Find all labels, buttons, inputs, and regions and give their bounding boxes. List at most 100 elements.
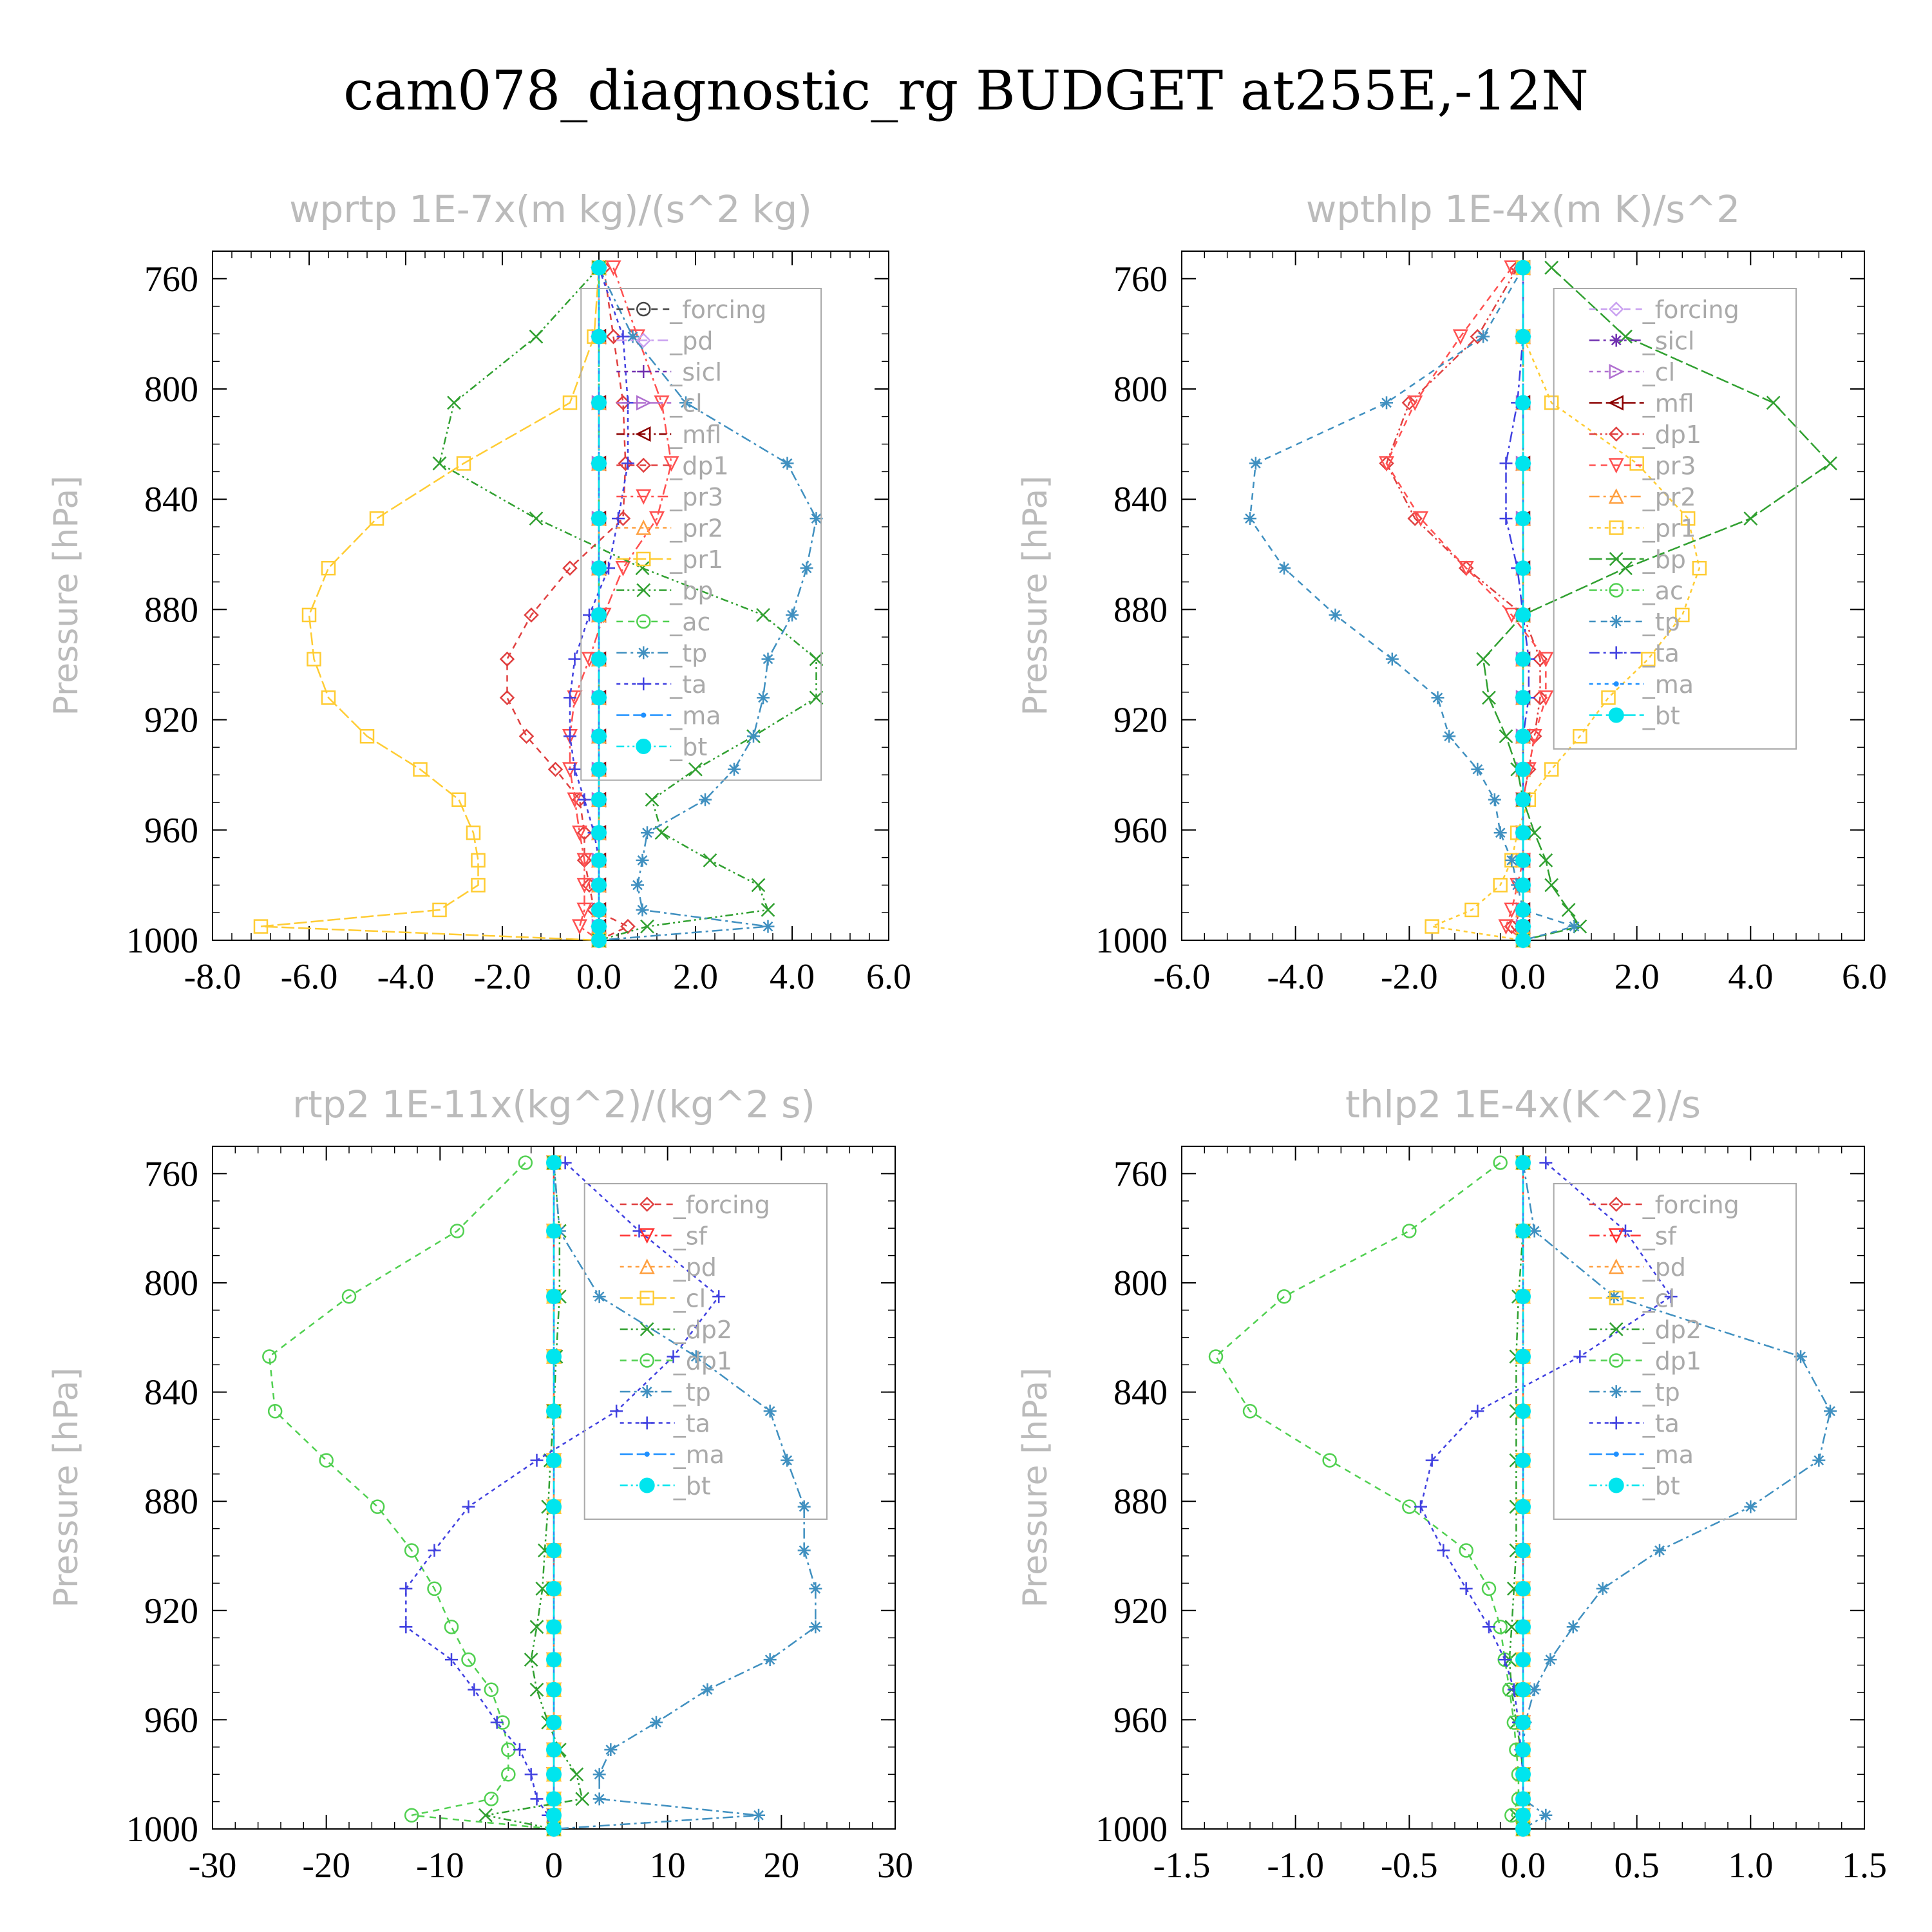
legend-label: _ma (673, 1441, 724, 1469)
legend-marker (1608, 426, 1624, 442)
legend-entry: _cl (616, 390, 703, 418)
legend-label: _bp (1642, 545, 1686, 574)
legend-label: _ta (669, 670, 706, 699)
data-point (591, 918, 607, 934)
data-point (761, 903, 775, 917)
legend-box (1553, 288, 1797, 750)
data-point (615, 560, 631, 576)
x-tick-label: -6.0 (281, 957, 338, 997)
data-point (1532, 651, 1548, 667)
series-line (506, 267, 630, 942)
legend-entry: _ma (1589, 670, 1694, 699)
data-point (1515, 791, 1531, 808)
y-tick-label: 760 (1113, 1154, 1168, 1194)
series-line (269, 1162, 554, 1830)
series-bt (1515, 260, 1531, 948)
y-tick-label: 800 (144, 370, 198, 410)
x-tick-label: 6.0 (1842, 957, 1887, 997)
data-point (1481, 1581, 1497, 1596)
data-point (1515, 690, 1531, 706)
legend-marker (639, 1258, 655, 1274)
data-point (1515, 1349, 1531, 1365)
legend-entry: _tp (1589, 608, 1680, 636)
data-point (1402, 1224, 1417, 1238)
data-point (1566, 1620, 1580, 1634)
data-point (1515, 560, 1531, 576)
legend-label: _sf (1642, 1222, 1678, 1251)
y-tick-label: 880 (144, 1482, 198, 1522)
data-point (635, 561, 650, 576)
data-point (679, 396, 692, 410)
data-point (576, 853, 592, 869)
data-point (1766, 395, 1781, 410)
data-point (1499, 512, 1513, 526)
data-point (571, 825, 588, 841)
data-point (1505, 853, 1519, 867)
legend-label: _pr1 (1642, 515, 1696, 543)
data-point (568, 652, 582, 666)
data-point (1515, 1155, 1531, 1171)
subplot-title: thlp2 1E-4x(K^2)/s (1345, 1083, 1701, 1126)
data-point (1515, 455, 1531, 471)
data-point (712, 1290, 726, 1303)
y-tick-label: 880 (1113, 1482, 1168, 1522)
subplot-title: wpthlp 1E-4x(m K)/s^2 (1306, 187, 1740, 231)
data-point (1499, 729, 1513, 744)
legend-marker (1609, 1291, 1624, 1305)
data-point (797, 1500, 811, 1513)
data-point (763, 1653, 777, 1667)
data-point (591, 511, 607, 527)
data-point (1476, 652, 1491, 667)
chart-panel-4: thlp2 1E-4x(K^2)/s Pressure [hPa] -1.5 -1.0… (1016, 1083, 1887, 1886)
data-point (1380, 396, 1393, 410)
x-tick-label: 0.0 (1501, 957, 1546, 997)
legend-entry: _forcing (620, 1191, 770, 1219)
data-point (1504, 607, 1520, 623)
data-point (1515, 1289, 1531, 1305)
data-point (578, 793, 591, 806)
data-point (1499, 457, 1513, 470)
y-tick-label: 920 (1113, 1591, 1168, 1631)
legend-label: _bp (669, 577, 713, 605)
legend-entry: _mfl (616, 421, 721, 449)
data-point (1515, 933, 1531, 948)
data-point (1412, 511, 1429, 527)
data-point (1414, 1500, 1427, 1513)
data-point (604, 1743, 618, 1757)
legend-label: _pd (1642, 1253, 1686, 1282)
data-point (501, 1766, 516, 1782)
legend-label: _dp2 (1642, 1316, 1701, 1344)
data-point (1515, 1807, 1531, 1823)
legend-label: _dp1 (669, 452, 728, 480)
data-point (1515, 1223, 1531, 1239)
data-point (1443, 730, 1456, 743)
x-tick-label: 6.0 (866, 957, 911, 997)
y-tick-label: 800 (1113, 370, 1168, 410)
data-point (1515, 1766, 1531, 1783)
legend-label: _sf (673, 1222, 708, 1251)
data-point (546, 1542, 562, 1558)
y-axis-label: Pressure [hPa] (47, 476, 86, 716)
data-point (490, 1716, 504, 1729)
data-point (1385, 652, 1399, 666)
data-point (1452, 329, 1468, 345)
data-point (499, 651, 515, 667)
legend-entry: _pr2 (616, 515, 723, 543)
data-point (1641, 652, 1656, 667)
data-point (1515, 1452, 1531, 1468)
legend-label: _ac (669, 608, 710, 636)
data-point (575, 1792, 590, 1806)
data-point (699, 793, 712, 806)
data-point (612, 512, 625, 526)
legend-marker (635, 426, 651, 442)
data-point (444, 1619, 459, 1634)
data-point (1471, 1405, 1484, 1418)
legend-box (1553, 1183, 1797, 1520)
legend-label: _forcing (1642, 296, 1739, 324)
data-point (1515, 1681, 1531, 1698)
data-point (1812, 1454, 1826, 1467)
legend-entry: _sf (1589, 1222, 1678, 1251)
data-point (592, 1768, 606, 1781)
legend-marker (640, 1385, 654, 1398)
data-point (1515, 918, 1531, 934)
